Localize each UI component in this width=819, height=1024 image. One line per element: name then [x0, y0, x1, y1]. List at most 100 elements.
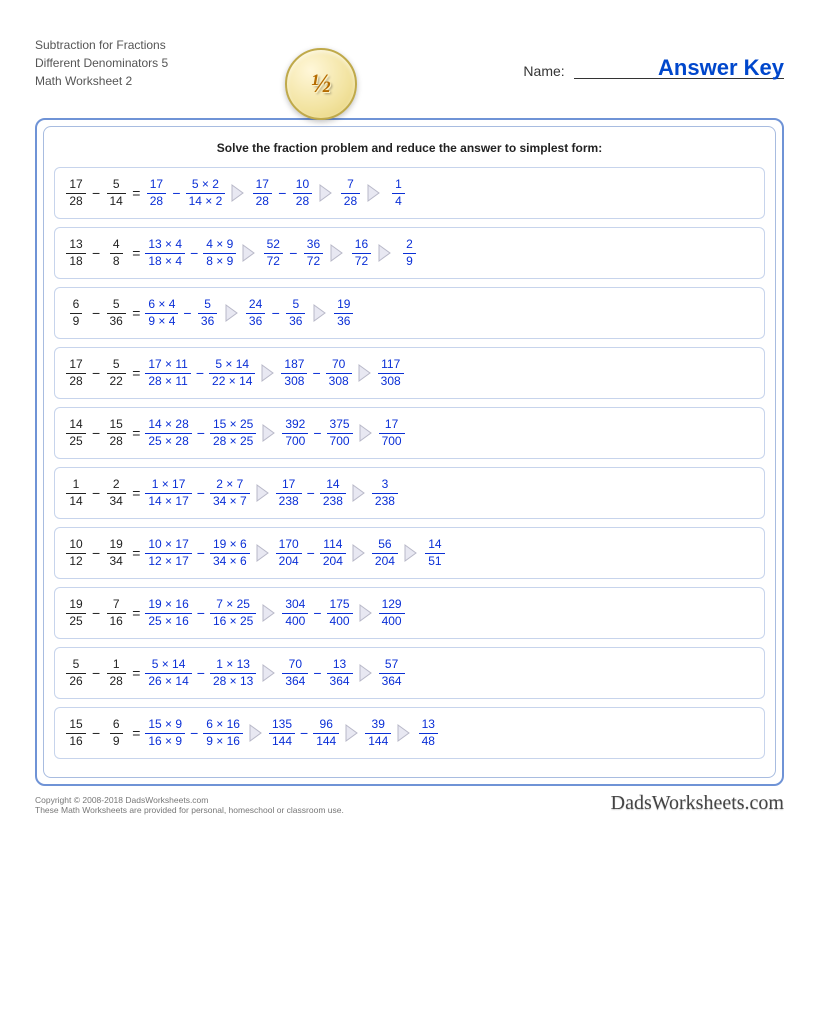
operator: = — [127, 365, 145, 381]
fraction: 175400 — [327, 598, 353, 627]
operator: − — [308, 425, 326, 441]
name-line: Answer Key — [574, 52, 784, 79]
arrow-icon — [319, 184, 333, 202]
operator: − — [87, 185, 105, 201]
problem-row: 1318−48=13 × 418 × 4−4 × 98 × 95272−3672… — [54, 227, 765, 279]
solution-step: 129400 — [379, 598, 405, 627]
fraction: 6 × 49 × 4 — [145, 298, 178, 327]
arrow-icon — [352, 484, 366, 502]
fraction: 1728 — [251, 178, 273, 207]
fraction: 1672 — [350, 238, 372, 267]
operator: − — [87, 365, 105, 381]
arrow-icon — [397, 724, 411, 742]
solution-step: 170204−114204 — [276, 538, 346, 567]
fraction: 13364 — [327, 658, 353, 687]
fraction: 1348 — [417, 718, 439, 747]
arrow-icon — [359, 664, 373, 682]
instruction-text: Solve the fraction problem and reduce th… — [54, 141, 765, 155]
solution-step: 392700−375700 — [282, 418, 352, 447]
fraction: 6 × 169 × 16 — [203, 718, 243, 747]
operator: = — [127, 245, 145, 261]
operator: − — [192, 605, 210, 621]
fraction: 57364 — [379, 658, 405, 687]
problem-lhs: 1925−716= — [65, 598, 145, 627]
operator: − — [273, 185, 291, 201]
arrow-icon — [231, 184, 245, 202]
operator: − — [87, 545, 105, 561]
footer-note: These Math Worksheets are provided for p… — [35, 805, 344, 815]
problem-lhs: 114−234= — [65, 478, 145, 507]
fraction: 304400 — [282, 598, 308, 627]
fraction: 135144 — [269, 718, 295, 747]
arrow-icon — [352, 544, 366, 562]
solution-step: 14 — [387, 178, 409, 207]
problem-lhs: 526−128= — [65, 658, 145, 687]
fraction: 70308 — [326, 358, 352, 387]
fraction: 13 × 418 × 4 — [145, 238, 185, 267]
fraction: 96144 — [313, 718, 339, 747]
operator: − — [87, 725, 105, 741]
fraction: 17700 — [379, 418, 405, 447]
arrow-icon — [261, 364, 275, 382]
fraction: 1925 — [65, 598, 87, 627]
problem-row: 1012−1934=10 × 1712 × 17−19 × 634 × 6170… — [54, 527, 765, 579]
operator: − — [87, 245, 105, 261]
solution-step: 728 — [339, 178, 361, 207]
footer-left: Copyright © 2008-2018 DadsWorksheets.com… — [35, 795, 344, 815]
fraction: 514 — [105, 178, 127, 207]
solution-step: 1 × 1714 × 17−2 × 734 × 7 — [145, 478, 249, 507]
solution-step: 29 — [398, 238, 420, 267]
solution-step: 6 × 49 × 4−536 — [145, 298, 218, 327]
solution-step: 3238 — [372, 478, 398, 507]
fraction: 4 × 98 × 9 — [203, 238, 236, 267]
operator: = — [127, 665, 145, 681]
fraction: 522 — [105, 358, 127, 387]
operator: − — [178, 305, 196, 321]
fraction: 526 — [65, 658, 87, 687]
problem-row: 1925−716=19 × 1625 × 16−7 × 2516 × 25304… — [54, 587, 765, 639]
solution-step: 57364 — [379, 658, 405, 687]
fraction: 187308 — [281, 358, 307, 387]
operator: − — [87, 485, 105, 501]
fraction: 1 × 1714 × 17 — [145, 478, 191, 507]
fraction: 3672 — [302, 238, 324, 267]
operator: = — [127, 545, 145, 561]
operator: − — [308, 605, 326, 621]
operator: = — [127, 185, 145, 201]
title-block: Subtraction for Fractions Different Deno… — [35, 30, 285, 90]
solution-step: 17238−14238 — [276, 478, 346, 507]
fraction: 39144 — [365, 718, 391, 747]
fraction: 19 × 634 × 6 — [210, 538, 250, 567]
operator: − — [307, 365, 325, 381]
arrow-icon — [262, 604, 276, 622]
fraction: 728 — [339, 178, 361, 207]
operator: − — [191, 365, 209, 381]
fraction: 1728 — [65, 178, 87, 207]
operator: − — [185, 245, 203, 261]
arrow-icon — [249, 724, 263, 742]
arrow-icon — [359, 604, 373, 622]
fraction: 1318 — [65, 238, 87, 267]
problem-lhs: 1728−522= — [65, 358, 145, 387]
fraction: 1728 — [65, 358, 87, 387]
operator: − — [192, 545, 210, 561]
solution-step: 1936 — [333, 298, 355, 327]
solution-step: 13 × 418 × 4−4 × 98 × 9 — [145, 238, 236, 267]
operator: − — [302, 485, 320, 501]
fraction: 129400 — [379, 598, 405, 627]
problem-lhs: 1728−514= — [65, 178, 145, 207]
operator: − — [295, 725, 313, 741]
fraction: 170204 — [276, 538, 302, 567]
fraction: 1936 — [333, 298, 355, 327]
fraction: 114 — [65, 478, 87, 507]
solution-step: 70364−13364 — [282, 658, 352, 687]
arrow-icon — [313, 304, 327, 322]
problem-row: 1728−522=17 × 1128 × 11−5 × 1422 × 14187… — [54, 347, 765, 399]
header: Subtraction for Fractions Different Deno… — [35, 30, 784, 110]
operator: − — [192, 485, 210, 501]
arrow-icon — [256, 544, 270, 562]
name-block: Name: Answer Key — [357, 30, 784, 79]
solution-step: 17700 — [379, 418, 405, 447]
solution-step: 117308 — [378, 358, 404, 387]
arrow-icon — [404, 544, 418, 562]
